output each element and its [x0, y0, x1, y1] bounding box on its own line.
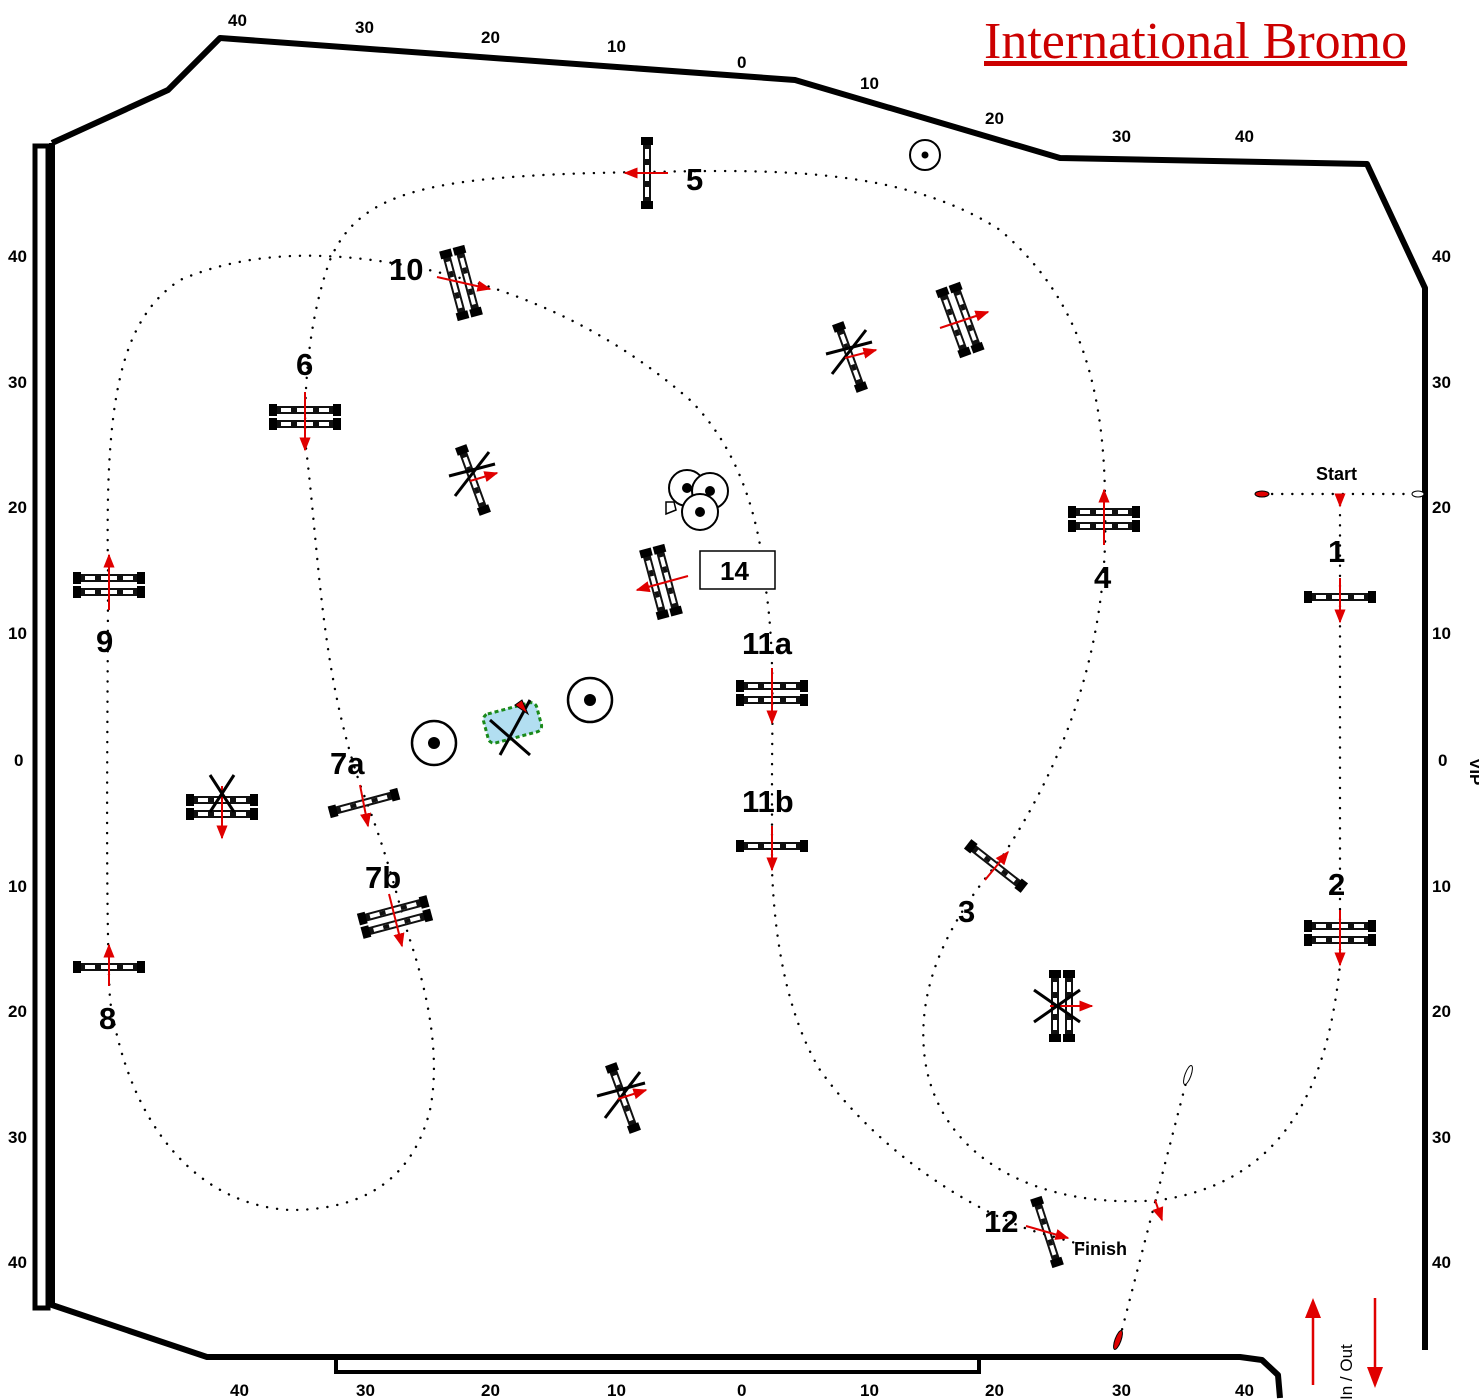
in-out-label: In / Out	[1337, 1344, 1356, 1400]
svg-text:1: 1	[1328, 534, 1345, 569]
svg-text:0: 0	[737, 1381, 746, 1400]
finish-flag-white	[1183, 1065, 1193, 1085]
svg-text:10: 10	[389, 252, 423, 287]
obstacle-9: 9	[73, 553, 145, 659]
svg-text:7a: 7a	[330, 746, 365, 781]
svg-text:30: 30	[355, 18, 374, 37]
svg-text:20: 20	[481, 28, 500, 47]
tree-group-decoration	[665, 469, 729, 531]
svg-text:11a: 11a	[742, 626, 793, 661]
svg-text:30: 30	[1432, 1128, 1451, 1147]
spare-oxer-center	[635, 544, 689, 620]
svg-text:40: 40	[230, 1381, 249, 1400]
obstacle-2: 2	[1304, 867, 1376, 967]
obstacle-11b: 11b	[736, 784, 808, 872]
svg-text:40: 40	[8, 247, 27, 266]
obstacle-10: 10	[389, 245, 492, 321]
obstacle-12: 12	[984, 1195, 1070, 1269]
svg-text:20: 20	[481, 1381, 500, 1400]
svg-text:10: 10	[1432, 877, 1451, 896]
svg-text:40: 40	[1235, 127, 1254, 146]
svg-text:40: 40	[8, 1253, 27, 1272]
svg-text:10: 10	[1432, 624, 1451, 643]
unused-fence-2	[448, 444, 499, 516]
obstacle-8: 8	[73, 943, 145, 1036]
finish-line	[1116, 1073, 1190, 1347]
ruler-right: 40 30 20 10 0 10 20 30 40	[1432, 247, 1451, 1272]
obstacle-7a: 7a	[327, 746, 401, 828]
svg-text:20: 20	[1432, 1002, 1451, 1021]
svg-text:11b: 11b	[742, 784, 794, 819]
svg-text:10: 10	[860, 74, 879, 93]
svg-text:2: 2	[1328, 867, 1345, 902]
svg-text:10: 10	[607, 1381, 626, 1400]
svg-text:20: 20	[1432, 498, 1451, 517]
svg-text:40: 40	[1235, 1381, 1254, 1400]
unused-fence-1	[825, 321, 878, 393]
svg-text:20: 20	[8, 1002, 27, 1021]
svg-text:30: 30	[356, 1381, 375, 1400]
ruler-left: 40 30 20 10 0 10 20 30 40	[8, 247, 27, 1272]
bush-decoration-1	[410, 719, 458, 767]
svg-text:30: 30	[8, 373, 27, 392]
arrow-up-icon	[1305, 1298, 1321, 1318]
svg-text:40: 40	[1432, 247, 1451, 266]
svg-text:40: 40	[228, 11, 247, 30]
svg-text:20: 20	[985, 1381, 1004, 1400]
svg-text:10: 10	[8, 877, 27, 896]
ruler-top: 40 30 20 10 0 10 20 30 40	[228, 11, 1254, 146]
svg-text:30: 30	[1112, 1381, 1131, 1400]
arrow-down-icon	[1367, 1367, 1383, 1388]
course-title: International Bromo	[984, 13, 1408, 70]
in-out-gate: In / Out	[1305, 1298, 1383, 1400]
finish-direction-arrow	[1152, 1199, 1164, 1222]
svg-text:4: 4	[1094, 560, 1112, 595]
svg-text:30: 30	[1112, 127, 1131, 146]
unused-fence-3	[596, 1062, 648, 1134]
obstacle-3: 3	[958, 839, 1029, 929]
riding-track	[105, 169, 1342, 1252]
obstacle-6: 6	[269, 347, 341, 452]
svg-text:6: 6	[296, 347, 313, 382]
svg-text:9: 9	[96, 624, 113, 659]
ruler-bottom: 40 30 20 10 0 10 20 30 40	[230, 1381, 1254, 1400]
vip-label: VIP	[1466, 758, 1479, 785]
svg-text:12: 12	[984, 1204, 1018, 1239]
water-jump	[481, 699, 544, 757]
spare-oxer-left	[186, 774, 258, 840]
obstacle-11a: 11a	[736, 626, 808, 725]
svg-text:0: 0	[1438, 751, 1447, 770]
svg-text:20: 20	[8, 498, 27, 517]
tree-decoration-top	[909, 139, 941, 171]
start-label: Start	[1316, 464, 1357, 484]
svg-text:0: 0	[14, 751, 23, 770]
spare-oxer-bottom-right	[1033, 970, 1094, 1042]
finish-label: Finish	[1074, 1239, 1127, 1259]
spare-oxer-top-right	[935, 282, 990, 359]
svg-text:7b: 7b	[365, 860, 401, 895]
start-flag-red	[1254, 490, 1270, 498]
arena-wall	[32, 35, 1428, 1399]
svg-text:10: 10	[607, 37, 626, 56]
svg-text:0: 0	[737, 53, 746, 72]
start-flag-white	[1411, 490, 1425, 498]
bush-decoration-2	[566, 676, 614, 724]
svg-text:20: 20	[985, 109, 1004, 128]
svg-text:3: 3	[958, 894, 975, 929]
obstacle-1: 1	[1304, 534, 1376, 624]
obstacle-5: 5	[623, 137, 703, 209]
svg-text:40: 40	[1432, 1253, 1451, 1272]
obstacle-4: 4	[1068, 488, 1140, 595]
svg-text:8: 8	[99, 1001, 116, 1036]
svg-text:10: 10	[8, 624, 27, 643]
svg-text:30: 30	[1432, 373, 1451, 392]
obstacle-14-box: 14	[699, 550, 776, 590]
svg-text:30: 30	[8, 1128, 27, 1147]
obstacle-7b: 7b	[357, 860, 433, 948]
svg-text:5: 5	[686, 162, 703, 197]
svg-text:14: 14	[720, 556, 749, 586]
svg-text:10: 10	[860, 1381, 879, 1400]
finish-flag-red	[1113, 1330, 1123, 1350]
